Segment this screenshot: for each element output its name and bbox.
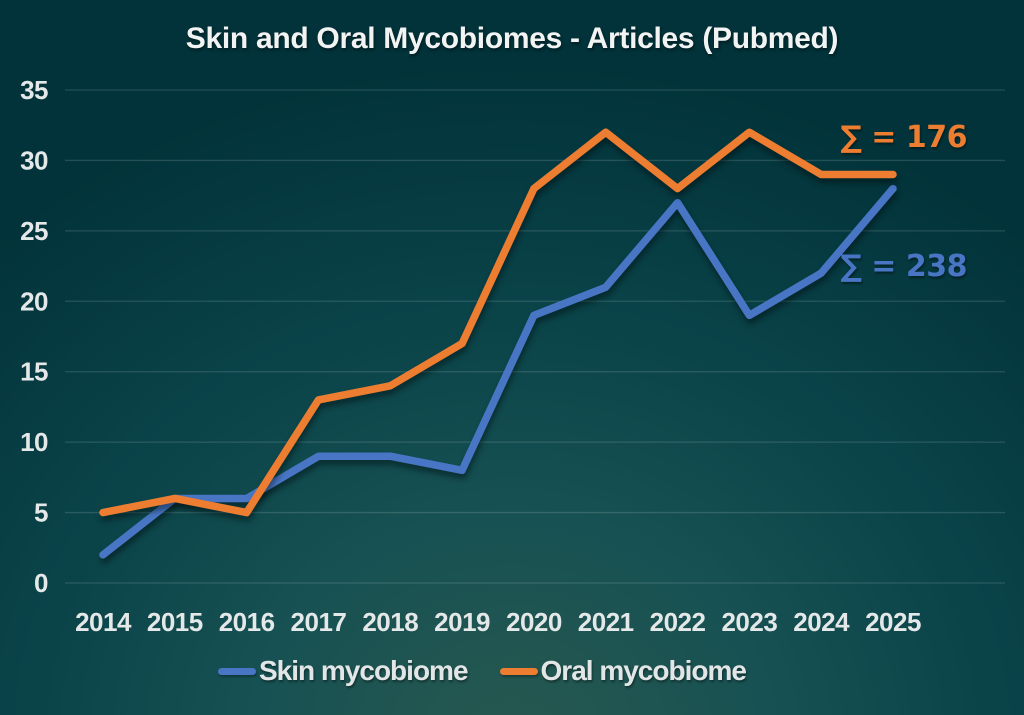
x-axis-tick-label: 2015 (147, 607, 203, 637)
legend-label-skin-mycobiome: Skin mycobiome (259, 655, 469, 686)
x-axis-tick-label: 2025 (865, 607, 921, 637)
x-axis-tick-label: 2023 (721, 607, 777, 637)
oral-mycobiome-line-swatch (499, 667, 538, 675)
legend-label-oral-mycobiome: Oral mycobiome (540, 655, 747, 686)
y-axis-tick-label: 35 (20, 75, 48, 105)
x-axis-tick-label: 2022 (650, 607, 706, 637)
y-axis-tick-label: 20 (20, 286, 48, 316)
x-axis-tick-label: 2019 (434, 607, 490, 637)
y-axis-tick-label: 5 (34, 498, 48, 528)
x-axis-tick-label: 2021 (578, 607, 634, 637)
sum-annotation-oral: ∑ = 176 (840, 120, 967, 155)
y-axis-tick-label: 25 (20, 216, 48, 246)
legend-item-oral-mycobiome: Oral mycobiome (499, 655, 747, 687)
chart-legend: Skin mycobiome Oral mycobiome (218, 655, 747, 687)
x-axis-tick-label: 2020 (506, 607, 562, 637)
legend-item-skin-mycobiome: Skin mycobiome (218, 655, 469, 687)
skin-mycobiome-line-swatch (218, 667, 256, 675)
y-axis-tick-label: 30 (20, 145, 48, 175)
x-axis-tick-label: 2017 (291, 607, 347, 637)
oral-mycobiome-line (99, 128, 897, 517)
y-axis-tick-label: 0 (34, 568, 48, 598)
x-axis-tick-label: 2016 (219, 607, 275, 637)
x-axis-tick-label: 2018 (362, 607, 418, 637)
y-axis-tick-label: 15 (20, 357, 48, 387)
sum-annotation-skin: ∑ = 238 (840, 249, 967, 284)
y-axis-tick-label: 10 (20, 427, 48, 457)
skin-mycobiome-line (99, 184, 897, 559)
x-axis-tick-label: 2014 (75, 607, 132, 637)
x-axis-tick-label: 2024 (793, 607, 850, 637)
chart-title: Skin and Oral Mycobiomes - Articles (Pub… (185, 22, 839, 55)
